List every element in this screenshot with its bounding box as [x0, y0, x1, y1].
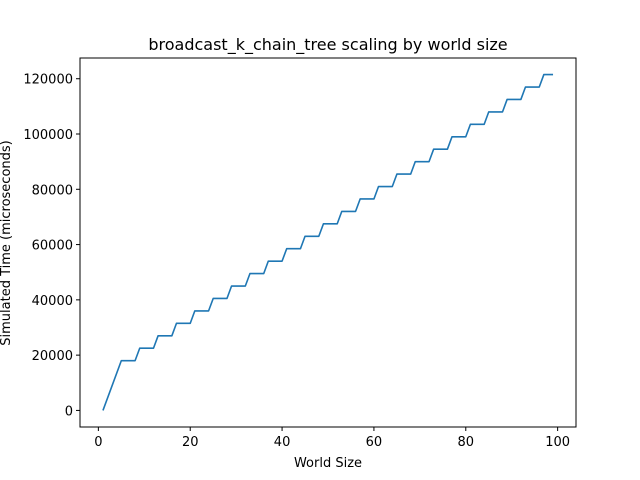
y-tick-label: 40000: [32, 294, 73, 309]
y-tick-label: 80000: [32, 183, 73, 198]
x-tick-label: 40: [274, 435, 291, 450]
y-tick-label: 100000: [23, 128, 73, 143]
series-line: [102, 73, 554, 411]
x-tick-label: 100: [545, 435, 570, 450]
y-tick-label: 60000: [32, 239, 73, 254]
series-layer: [102, 73, 554, 411]
y-tick-label: 120000: [23, 73, 73, 88]
plot-background: [80, 58, 576, 427]
x-axis-ticks: 0 20 40 60 80 100: [94, 427, 570, 450]
x-tick-label: 20: [182, 435, 199, 450]
x-tick-label: 0: [94, 435, 102, 450]
plot-area: 0 20 40 60 80 100 0 20000 40000 60000 80000 100000…: [23, 57, 577, 450]
y-axis-label: Simulated Time (microseconds): [0, 140, 14, 346]
x-tick-label: 60: [366, 435, 383, 450]
x-tick-label: 80: [458, 435, 475, 450]
y-tick-label: 20000: [32, 349, 73, 364]
axes-frame: [79, 57, 577, 428]
x-axis-label: World Size: [294, 456, 362, 471]
y-tick-label: 0: [65, 404, 73, 419]
chart-title: broadcast_k_chain_tree scaling by world …: [148, 35, 507, 55]
y-axis-ticks: 0 20000 40000 60000 80000 100000 120000: [23, 73, 80, 419]
